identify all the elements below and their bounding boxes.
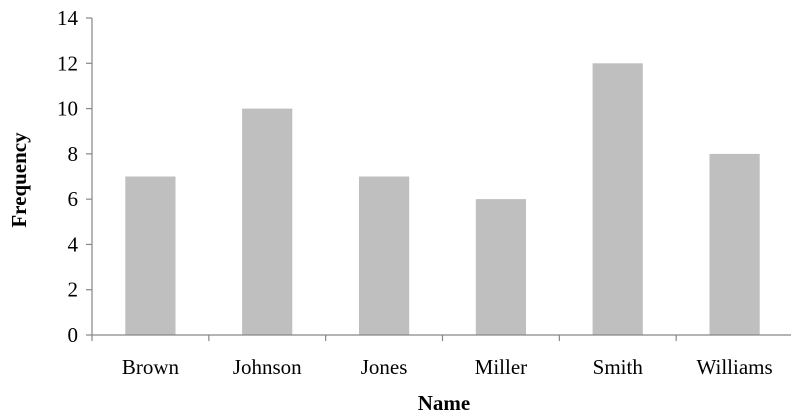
x-tick-label: Brown [122,355,180,379]
x-tick-label: Jones [361,355,408,379]
bar-smith [592,63,643,336]
y-tick-label: 14 [57,6,79,30]
bar-williams [709,153,760,335]
tick-labels-group: 0 2 4 6 8 10 12 14 Brown Johnson Jones Miller Smith W… [57,6,773,379]
bar-miller [475,199,526,335]
y-axis-title: Frequency [7,132,31,228]
bar-brown [125,176,176,335]
y-tick-label: 2 [68,278,79,302]
y-tick-label: 8 [68,142,79,166]
x-tick-label: Williams [697,355,773,379]
x-tick-label: Miller [475,355,528,379]
bar-jones [359,176,410,335]
x-axis-title: Name [418,391,470,415]
y-tick-label: 4 [68,232,79,256]
bar-johnson [242,108,293,335]
bars-group [125,63,760,336]
y-tick-label: 6 [68,187,79,211]
y-tick-label: 0 [68,323,79,347]
y-tick-label: 10 [57,97,78,121]
y-tick-label: 12 [57,51,78,75]
x-tick-label: Smith [593,355,644,379]
x-tick-label: Johnson [233,355,302,379]
axes-group [86,17,791,341]
